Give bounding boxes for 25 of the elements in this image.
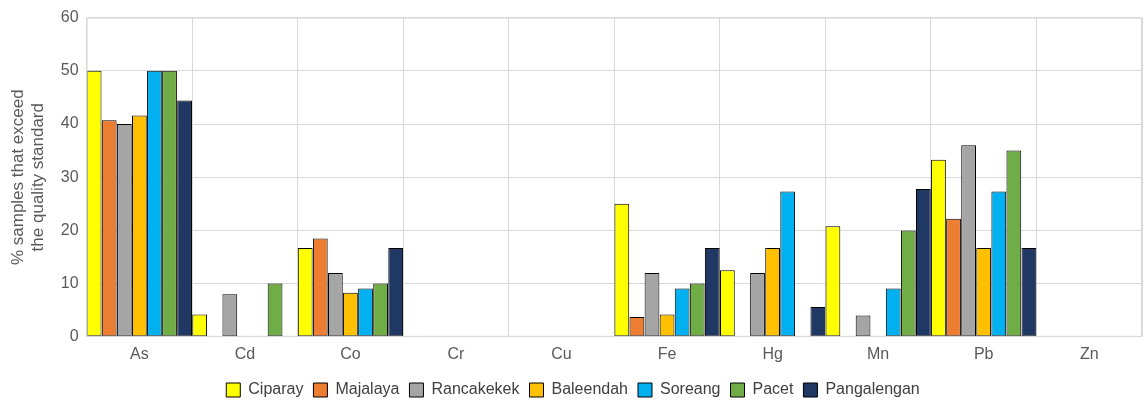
legend-label: Majalaya	[335, 380, 400, 398]
legend-label: Baleendah	[551, 380, 628, 398]
y-tick-label: 0	[69, 327, 79, 345]
legend-label: Soreang	[660, 380, 721, 398]
legend-label: Ciparay	[248, 380, 304, 398]
x-tick-label: Fe	[657, 344, 677, 362]
legend-label: Rancakekek	[431, 380, 521, 398]
y-tick-label: 50	[60, 61, 79, 79]
x-tick-label: Cu	[551, 344, 572, 362]
x-tick-label: Cd	[234, 344, 256, 362]
x-tick-label: Cr	[447, 344, 466, 362]
y-tick-label: 20	[60, 220, 79, 238]
x-tick-label: As	[130, 344, 149, 362]
x-tick-label: Co	[340, 344, 361, 362]
legend-label: Pacet	[752, 380, 794, 398]
legend-label: Pangalengan	[825, 380, 920, 398]
y-tick-label: 30	[60, 167, 79, 185]
x-tick-label: Pb	[973, 344, 994, 362]
y-axis-title: % samples that exceed the quality standard	[7, 89, 48, 266]
x-tick-label: Mn	[867, 344, 890, 362]
y-tick-label: 10	[60, 274, 79, 292]
x-tick-label: Zn	[1079, 344, 1099, 362]
y-tick-label: 40	[60, 114, 79, 132]
y-tick-label: 60	[60, 8, 79, 26]
x-tick-label: Hg	[762, 344, 783, 362]
